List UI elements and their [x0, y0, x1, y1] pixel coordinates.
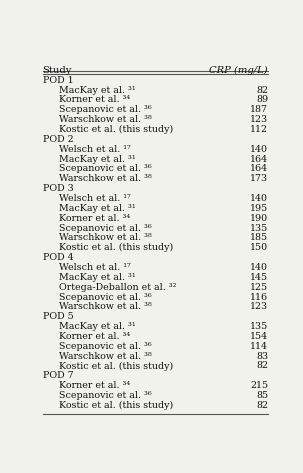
- Text: 145: 145: [250, 273, 268, 282]
- Text: Scepanovic et al. ³⁶: Scepanovic et al. ³⁶: [59, 292, 152, 301]
- Text: 125: 125: [250, 283, 268, 292]
- Text: 123: 123: [250, 115, 268, 124]
- Text: 85: 85: [256, 391, 268, 400]
- Text: 89: 89: [256, 96, 268, 105]
- Text: Scepanovic et al. ³⁶: Scepanovic et al. ³⁶: [59, 105, 152, 114]
- Text: 173: 173: [250, 174, 268, 183]
- Text: POD 4: POD 4: [42, 253, 73, 262]
- Text: 114: 114: [250, 342, 268, 351]
- Text: 195: 195: [250, 204, 268, 213]
- Text: 150: 150: [250, 243, 268, 252]
- Text: Scepanovic et al. ³⁶: Scepanovic et al. ³⁶: [59, 165, 152, 174]
- Text: 140: 140: [250, 145, 268, 154]
- Text: Welsch et al. ¹⁷: Welsch et al. ¹⁷: [59, 145, 131, 154]
- Text: Ortega-Deballon et al. ³²: Ortega-Deballon et al. ³²: [59, 283, 176, 292]
- Text: Welsch et al. ¹⁷: Welsch et al. ¹⁷: [59, 263, 131, 272]
- Text: Scepanovic et al. ³⁶: Scepanovic et al. ³⁶: [59, 224, 152, 233]
- Text: POD 3: POD 3: [42, 184, 73, 193]
- Text: POD 2: POD 2: [42, 135, 73, 144]
- Text: 135: 135: [250, 322, 268, 331]
- Text: Korner et al. ³⁴: Korner et al. ³⁴: [59, 96, 130, 105]
- Text: MacKay et al. ³¹: MacKay et al. ³¹: [59, 86, 136, 95]
- Text: 164: 164: [250, 155, 268, 164]
- Text: 185: 185: [250, 233, 268, 242]
- Text: POD 1: POD 1: [42, 76, 73, 85]
- Text: Korner et al. ³⁴: Korner et al. ³⁴: [59, 214, 130, 223]
- Text: 140: 140: [250, 194, 268, 203]
- Text: Korner et al. ³⁴: Korner et al. ³⁴: [59, 332, 130, 341]
- Text: Warschkow et al. ³⁸: Warschkow et al. ³⁸: [59, 302, 152, 311]
- Text: MacKay et al. ³¹: MacKay et al. ³¹: [59, 322, 136, 331]
- Text: CRP (mg/L): CRP (mg/L): [209, 66, 268, 75]
- Text: Warschkow et al. ³⁸: Warschkow et al. ³⁸: [59, 351, 152, 360]
- Text: 83: 83: [256, 351, 268, 360]
- Text: Kostic et al. (this study): Kostic et al. (this study): [59, 361, 173, 371]
- Text: MacKay et al. ³¹: MacKay et al. ³¹: [59, 273, 136, 282]
- Text: 82: 82: [256, 86, 268, 95]
- Text: MacKay et al. ³¹: MacKay et al. ³¹: [59, 204, 136, 213]
- Text: Study: Study: [42, 66, 72, 75]
- Text: Warschkow et al. ³⁸: Warschkow et al. ³⁸: [59, 174, 152, 183]
- Text: Welsch et al. ¹⁷: Welsch et al. ¹⁷: [59, 194, 131, 203]
- Text: 164: 164: [250, 165, 268, 174]
- Text: Scepanovic et al. ³⁶: Scepanovic et al. ³⁶: [59, 342, 152, 351]
- Text: 82: 82: [256, 401, 268, 410]
- Text: 123: 123: [250, 302, 268, 311]
- Text: Korner et al. ³⁴: Korner et al. ³⁴: [59, 381, 130, 390]
- Text: Scepanovic et al. ³⁶: Scepanovic et al. ³⁶: [59, 391, 152, 400]
- Text: 154: 154: [250, 332, 268, 341]
- Text: 215: 215: [250, 381, 268, 390]
- Text: Kostic et al. (this study): Kostic et al. (this study): [59, 125, 173, 134]
- Text: MacKay et al. ³¹: MacKay et al. ³¹: [59, 155, 136, 164]
- Text: 135: 135: [250, 224, 268, 233]
- Text: Warschkow et al. ³⁸: Warschkow et al. ³⁸: [59, 233, 152, 242]
- Text: Warschkow et al. ³⁸: Warschkow et al. ³⁸: [59, 115, 152, 124]
- Text: 82: 82: [256, 361, 268, 370]
- Text: POD 5: POD 5: [42, 312, 73, 321]
- Text: 112: 112: [250, 125, 268, 134]
- Text: Kostic et al. (this study): Kostic et al. (this study): [59, 243, 173, 253]
- Text: 190: 190: [250, 214, 268, 223]
- Text: 140: 140: [250, 263, 268, 272]
- Text: POD 7: POD 7: [42, 371, 73, 380]
- Text: Kostic et al. (this study): Kostic et al. (this study): [59, 401, 173, 410]
- Text: 187: 187: [250, 105, 268, 114]
- Text: 116: 116: [250, 292, 268, 301]
